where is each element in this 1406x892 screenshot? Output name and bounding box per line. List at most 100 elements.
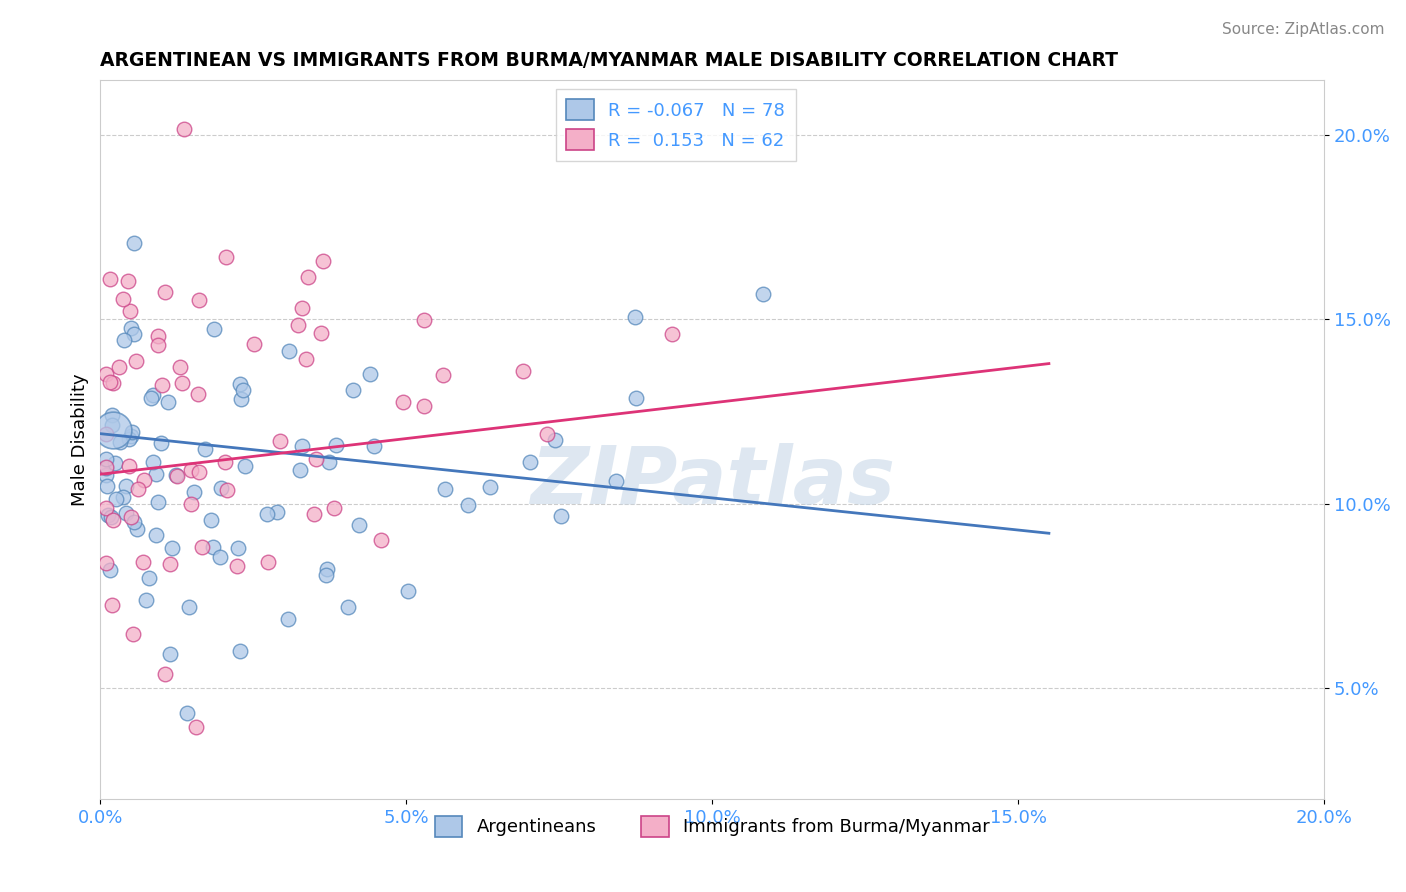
Point: [142, 455, 165, 469]
Point: [148, 337, 170, 351]
Point: [315, 562, 337, 576]
Point: [550, 508, 572, 523]
Point: [413, 313, 436, 327]
Point: [96, 452, 118, 467]
Point: [312, 254, 335, 268]
Point: [233, 459, 256, 474]
Point: [519, 455, 541, 469]
Point: [153, 285, 176, 299]
Point: [215, 251, 238, 265]
Point: [108, 360, 131, 375]
Legend: Argentineans, Immigrants from Burma/Myanmar: Argentineans, Immigrants from Burma/Myan…: [427, 808, 997, 844]
Point: [302, 508, 325, 522]
Point: [287, 318, 309, 332]
Point: [101, 408, 124, 422]
Point: [172, 376, 194, 390]
Point: [201, 540, 224, 554]
Point: [115, 507, 138, 521]
Point: [101, 418, 124, 433]
Point: [169, 359, 191, 374]
Point: [309, 326, 332, 340]
Point: [97, 508, 120, 522]
Point: [125, 522, 148, 536]
Point: [112, 333, 135, 347]
Point: [297, 269, 319, 284]
Point: [412, 399, 434, 413]
Point: [145, 467, 167, 481]
Text: ARGENTINEAN VS IMMIGRANTS FROM BURMA/MYANMAR MALE DISABILITY CORRELATION CHART: ARGENTINEAN VS IMMIGRANTS FROM BURMA/MYA…: [100, 51, 1118, 70]
Point: [200, 513, 222, 527]
Point: [202, 322, 225, 336]
Point: [101, 376, 124, 390]
Point: [96, 468, 118, 483]
Point: [243, 336, 266, 351]
Point: [117, 274, 139, 288]
Point: [149, 436, 172, 450]
Point: [101, 598, 124, 612]
Point: [180, 463, 202, 477]
Point: [96, 459, 118, 474]
Point: [96, 426, 118, 441]
Point: [544, 433, 567, 447]
Point: [363, 439, 385, 453]
Point: [294, 351, 316, 366]
Point: [100, 510, 122, 524]
Point: [156, 394, 179, 409]
Point: [159, 647, 181, 661]
Point: [752, 287, 775, 301]
Point: [145, 528, 167, 542]
Point: [122, 626, 145, 640]
Point: [229, 643, 252, 657]
Point: [370, 533, 392, 547]
Point: [536, 426, 558, 441]
Point: [177, 599, 200, 614]
Point: [626, 391, 648, 405]
Point: [98, 375, 121, 389]
Point: [135, 593, 157, 607]
Point: [194, 442, 217, 456]
Point: [337, 600, 360, 615]
Point: [96, 479, 118, 493]
Point: [359, 368, 381, 382]
Point: [277, 344, 299, 359]
Text: Source: ZipAtlas.com: Source: ZipAtlas.com: [1222, 22, 1385, 37]
Point: [214, 455, 236, 469]
Point: [342, 383, 364, 397]
Y-axis label: Male Disability: Male Disability: [72, 373, 89, 506]
Point: [209, 481, 232, 495]
Point: [191, 540, 214, 554]
Point: [96, 367, 118, 381]
Point: [305, 451, 328, 466]
Point: [118, 304, 141, 318]
Point: [183, 485, 205, 500]
Point: [347, 518, 370, 533]
Point: [165, 467, 187, 482]
Point: [266, 505, 288, 519]
Point: [173, 121, 195, 136]
Point: [96, 461, 118, 475]
Point: [232, 383, 254, 397]
Point: [229, 377, 252, 392]
Point: [479, 480, 502, 494]
Point: [105, 491, 128, 506]
Point: [122, 515, 145, 529]
Point: [661, 326, 683, 341]
Point: [139, 391, 162, 405]
Point: [120, 510, 142, 524]
Point: [391, 395, 413, 409]
Point: [180, 497, 202, 511]
Point: [118, 432, 141, 446]
Point: [623, 310, 645, 324]
Point: [432, 368, 454, 382]
Point: [318, 454, 340, 468]
Point: [120, 321, 142, 335]
Point: [115, 479, 138, 493]
Point: [112, 490, 135, 504]
Point: [155, 667, 177, 681]
Point: [269, 434, 291, 448]
Point: [166, 469, 188, 483]
Point: [433, 483, 456, 497]
Point: [100, 272, 122, 286]
Point: [225, 559, 247, 574]
Point: [457, 498, 479, 512]
